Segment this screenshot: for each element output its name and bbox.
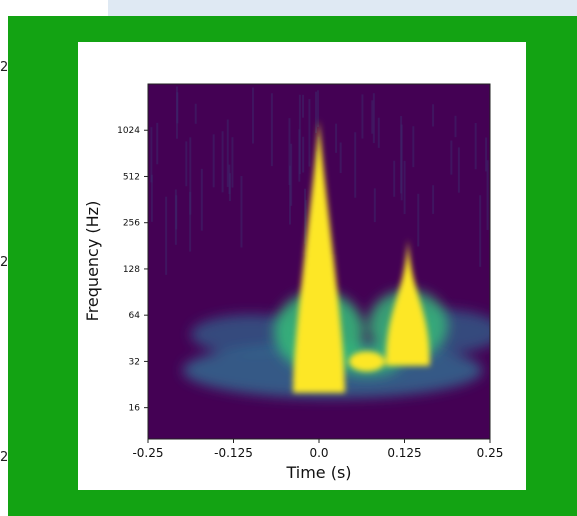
noise-streak: [165, 196, 168, 275]
x-tick-label: 0.125: [387, 446, 421, 460]
noise-streak: [251, 87, 254, 144]
noise-streak: [175, 195, 178, 230]
y-tick-label: 32: [129, 357, 140, 367]
noise-streak: [226, 119, 229, 187]
noise-streak: [486, 160, 489, 230]
noise-streak: [361, 94, 364, 139]
noise-streak: [228, 173, 231, 202]
x-axis: -0.25 -0.125 0.0 0.125 0.25: [132, 439, 503, 460]
y-axis: 16 32 64 128 256 512 1024: [117, 126, 148, 414]
noise-streak: [432, 104, 435, 127]
noise-streak: [290, 143, 293, 206]
noise-streak: [335, 123, 338, 153]
y-axis-label: Frequency (Hz): [83, 201, 102, 322]
noise-streak: [454, 115, 457, 138]
chirp-mark: [385, 239, 430, 366]
x-axis-label: Time (s): [285, 463, 351, 482]
y-tick-label: 1024: [117, 126, 140, 136]
y-tick-label: 128: [123, 265, 140, 275]
plot-area: [148, 84, 490, 439]
x-tick-label: 0.25: [477, 446, 504, 460]
noise-streak: [412, 126, 415, 168]
noise-streak: [403, 160, 406, 215]
x-tick-label: -0.25: [132, 446, 163, 460]
noise-streak: [315, 91, 318, 134]
y-tick-label: 64: [129, 311, 141, 321]
noise-streak: [304, 200, 307, 274]
noise-streak: [156, 122, 159, 165]
y-tick-label: 16: [129, 404, 141, 414]
noise-streak: [400, 124, 403, 201]
x-tick-label: -0.125: [214, 446, 253, 460]
spectrogram-figure: -0.25 -0.125 0.0 0.125 0.25 16 32 64 128 256 512 1…: [78, 42, 526, 490]
noise-streak: [185, 141, 188, 187]
noise-streak: [150, 127, 153, 183]
noise-streak: [231, 137, 234, 188]
noise-streak: [288, 118, 291, 186]
noise-streak: [189, 137, 192, 215]
noise-streak: [485, 137, 488, 172]
noise-streak: [194, 103, 197, 124]
noise-streak: [432, 185, 435, 214]
spectrogram-chart: -0.25 -0.125 0.0 0.125 0.25 1632641282565121…: [83, 83, 503, 482]
noise-streak: [270, 93, 273, 167]
noise-streak: [393, 160, 396, 197]
noise-streak: [302, 136, 305, 173]
noise-streak: [150, 174, 153, 222]
noise-streak: [371, 100, 374, 134]
y-tick-label: 512: [123, 172, 140, 182]
noise-streak: [450, 140, 453, 175]
noise-streak: [302, 94, 305, 118]
noise-streak: [354, 132, 357, 198]
noise-streak: [200, 168, 203, 231]
noise-streak: [373, 188, 376, 223]
noise-streak: [288, 165, 291, 225]
noise-streak: [377, 117, 380, 148]
chirp-mark: [293, 119, 345, 393]
noise-streak: [176, 92, 179, 124]
noise-streak: [189, 191, 192, 252]
blob-mark: [348, 351, 385, 372]
noise-streak: [298, 129, 301, 182]
y-tick-label: 256: [123, 219, 140, 229]
yellow-features: [293, 119, 430, 393]
noise-streak: [479, 195, 482, 267]
noise-streak: [474, 122, 477, 170]
noise-streak: [417, 193, 420, 247]
noise-streak: [240, 175, 243, 248]
noise-streak: [221, 131, 224, 193]
noise-streak: [339, 142, 342, 174]
noise-streak: [372, 93, 375, 144]
noise-streak: [212, 134, 215, 188]
x-tick-label: 0.0: [309, 446, 328, 460]
noise-streak: [308, 99, 311, 167]
noise-streak: [316, 90, 319, 128]
noise-streak: [457, 147, 460, 193]
